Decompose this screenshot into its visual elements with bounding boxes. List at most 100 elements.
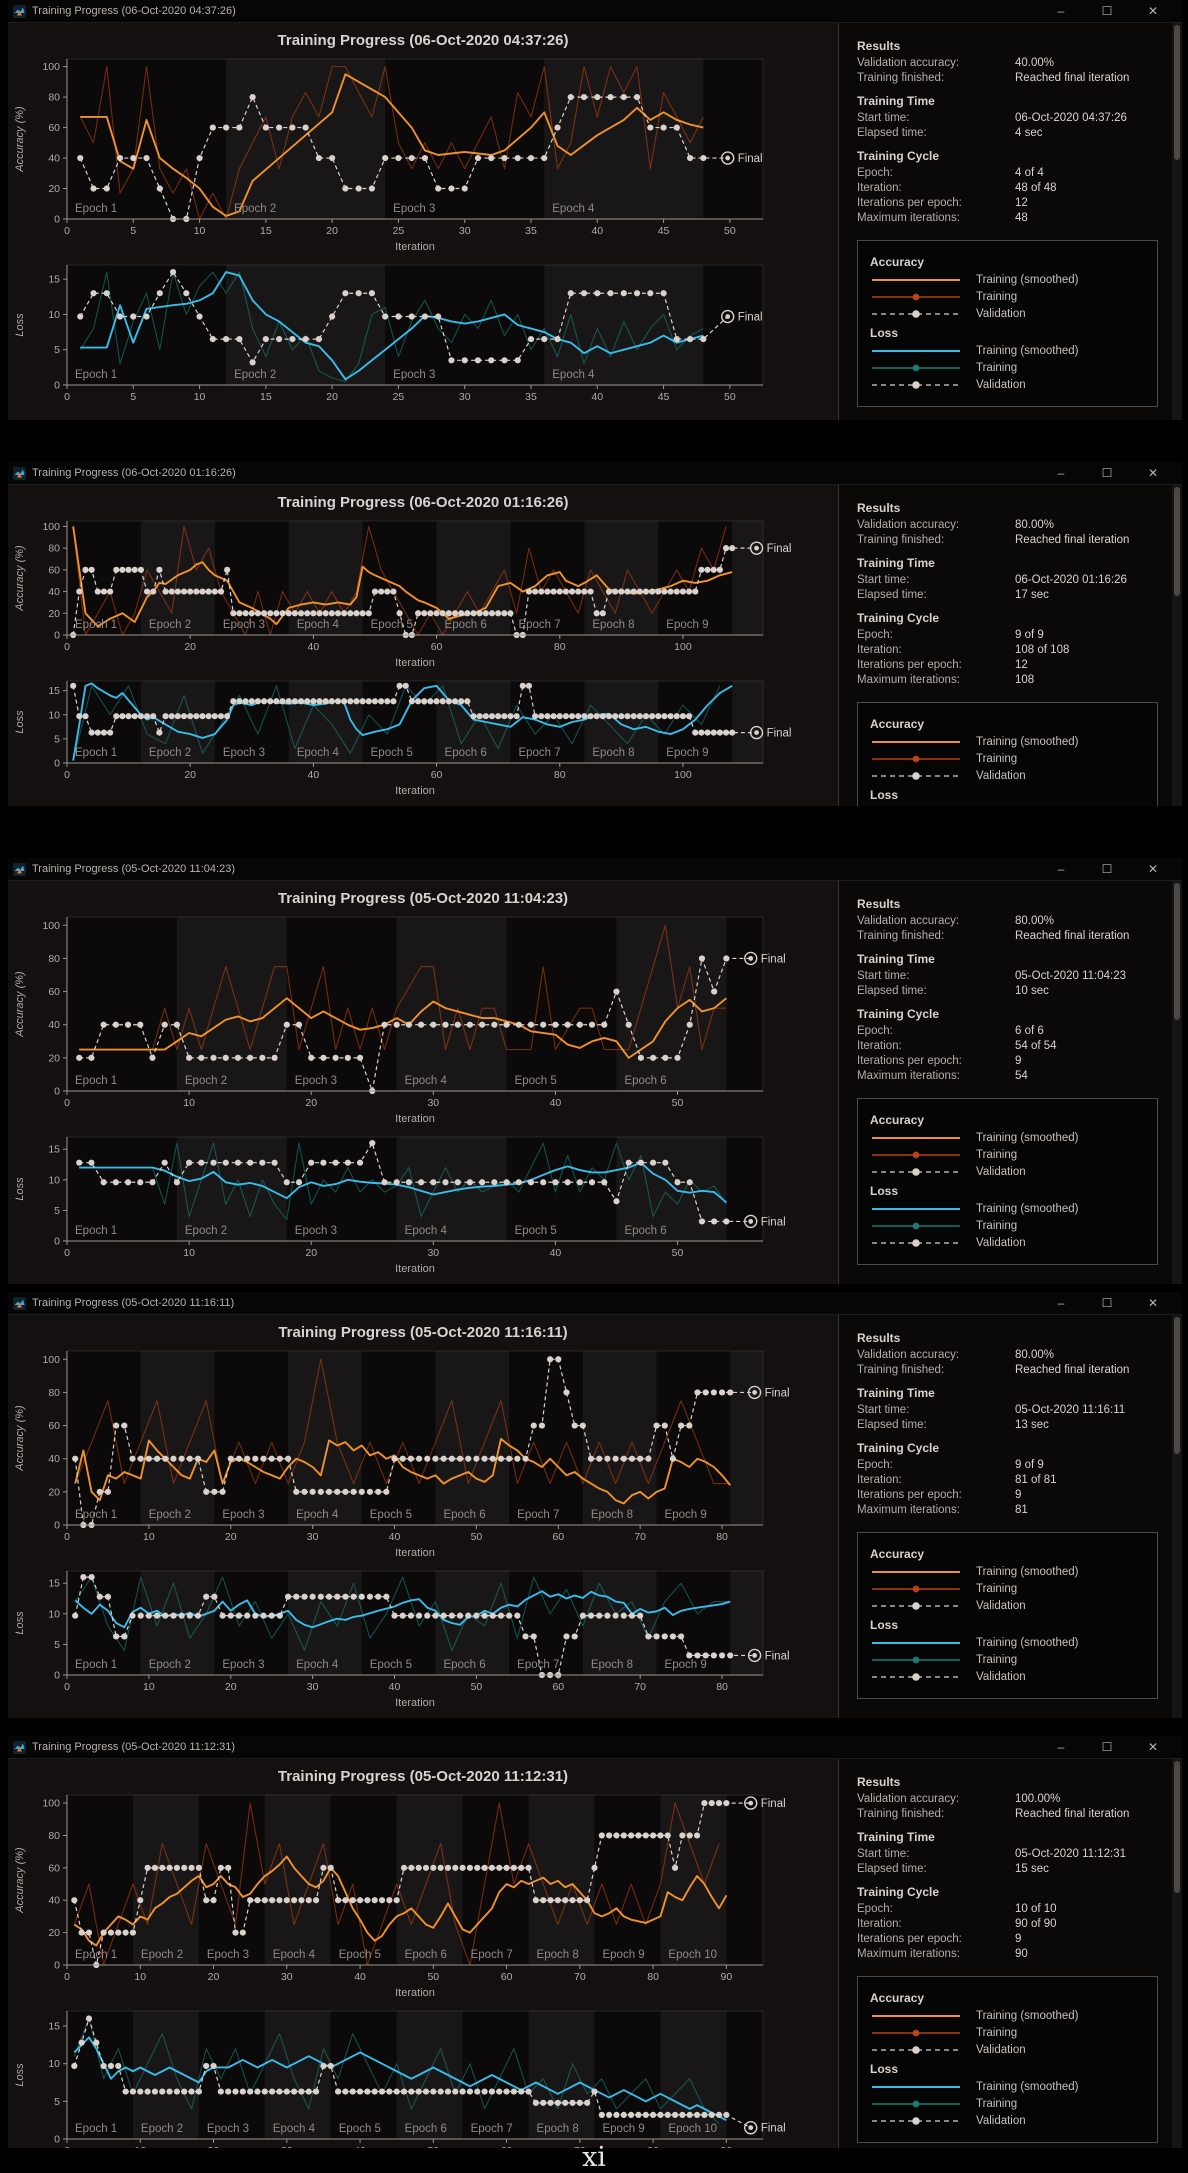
legend-validation-line-sample (872, 772, 960, 780)
sidebar-row-start-time: Start time: 06-Oct-2020 04:37:26 (857, 112, 1158, 124)
close-button[interactable]: ✕ (1147, 1740, 1159, 1754)
scrollbar-thumb[interactable] (1174, 1761, 1180, 1894)
matlab-icon (13, 1296, 26, 1310)
maximize-button[interactable]: ☐ (1101, 1740, 1113, 1754)
maximize-button[interactable]: ☐ (1101, 4, 1113, 18)
svg-text:Epoch 2: Epoch 2 (185, 1075, 227, 1087)
maximize-button[interactable]: ☐ (1101, 466, 1113, 480)
legend-entry-validation: Validation (870, 308, 1145, 320)
svg-text:Epoch 8: Epoch 8 (592, 747, 634, 759)
maximize-button[interactable]: ☐ (1101, 862, 1113, 876)
svg-text:Iteration: Iteration (395, 1697, 435, 1709)
training-finished-value: Reached final iteration (1015, 72, 1130, 84)
svg-text:Epoch 6: Epoch 6 (445, 619, 487, 631)
scrollbar-thumb[interactable] (1174, 25, 1180, 160)
svg-text:40: 40 (389, 1531, 401, 1543)
window-scrollbar[interactable] (1172, 23, 1182, 420)
iterations-per-epoch-label: Iterations per epoch: (857, 1055, 962, 1067)
window-titlebar[interactable]: Training Progress (05-Oct-2020 11:12:31)… (8, 1736, 1182, 1759)
svg-text:5: 5 (54, 733, 60, 745)
scrollbar-thumb[interactable] (1174, 1317, 1180, 1455)
close-button[interactable]: ✕ (1147, 862, 1159, 876)
svg-text:0: 0 (54, 1670, 60, 1682)
svg-text:Iteration: Iteration (395, 785, 435, 797)
legend-raw-line-sample (872, 1222, 960, 1230)
svg-text:Epoch 2: Epoch 2 (185, 1225, 227, 1237)
maximum-iterations-label: Maximum iterations: (857, 1948, 960, 1960)
svg-text:0: 0 (54, 2134, 60, 2146)
svg-text:40: 40 (48, 1895, 60, 1907)
svg-text:Final: Final (761, 1798, 786, 1810)
svg-text:30: 30 (459, 391, 471, 403)
window-scrollbar[interactable] (1172, 1315, 1182, 1718)
minimize-button[interactable]: – (1057, 862, 1065, 876)
loss-chart: Final 0 10 20 30 40 50 60 70 80 0 5 10 15 Epoch 1 Epoch… (14, 1570, 790, 1709)
svg-text:20: 20 (48, 183, 60, 195)
svg-text:Epoch 6: Epoch 6 (443, 1659, 485, 1671)
minimize-button[interactable]: – (1057, 4, 1065, 18)
sidebar-row-epoch: Epoch: 10 of 10 (857, 1903, 1158, 1915)
validation-accuracy-value: 80.00% (1015, 1349, 1055, 1361)
svg-text:Iteration: Iteration (395, 1113, 435, 1125)
svg-text:Epoch 4: Epoch 4 (273, 2123, 316, 2135)
sidebar-row-iterations-per-epoch: Iterations per epoch: 9 (857, 1489, 1158, 1501)
svg-text:20: 20 (208, 2145, 220, 2148)
svg-text:50: 50 (724, 391, 736, 403)
window-titlebar[interactable]: Training Progress (05-Oct-2020 11:16:11)… (8, 1292, 1182, 1315)
matlab-icon (13, 466, 26, 480)
iteration-value: 108 of 108 (1015, 644, 1070, 656)
svg-text:Epoch 7: Epoch 7 (517, 1509, 559, 1521)
svg-text:Epoch 5: Epoch 5 (371, 619, 413, 631)
svg-text:Iteration: Iteration (395, 1987, 435, 1999)
svg-text:100: 100 (674, 641, 692, 653)
info-sidebar: Results Validation accuracy: 80.00% Trainin… (838, 1315, 1172, 1718)
svg-text:0: 0 (54, 1960, 60, 1972)
iterations-per-epoch-label: Iterations per epoch: (857, 197, 962, 209)
validation-accuracy-value: 80.00% (1015, 519, 1055, 531)
window-body: Training Progress (06-Oct-2020 01:16:26)… (8, 485, 1182, 806)
legend-entry-smoothed: Training (smoothed) (870, 345, 1145, 357)
svg-text:80: 80 (48, 1830, 60, 1842)
window-scrollbar[interactable] (1172, 485, 1182, 806)
svg-text:Epoch 7: Epoch 7 (471, 1949, 513, 1961)
window-titlebar[interactable]: Training Progress (05-Oct-2020 11:04:23)… (8, 858, 1182, 881)
svg-text:15: 15 (48, 685, 60, 697)
iterations-per-epoch-label: Iterations per epoch: (857, 1933, 962, 1945)
results-section-title: Results (857, 39, 901, 53)
window-title: Training Progress (05-Oct-2020 11:04:23) (32, 863, 235, 875)
epoch-value: 10 of 10 (1015, 1903, 1057, 1915)
close-button[interactable]: ✕ (1147, 4, 1159, 18)
scrollbar-thumb[interactable] (1174, 487, 1180, 597)
maximum-iterations-label: Maximum iterations: (857, 1070, 960, 1082)
svg-text:0: 0 (64, 2145, 70, 2148)
window-scrollbar[interactable] (1172, 881, 1182, 1284)
window-titlebar[interactable]: Training Progress (06-Oct-2020 04:37:26)… (8, 0, 1182, 23)
sidebar-row-epoch: Epoch: 6 of 6 (857, 1025, 1158, 1037)
svg-text:50: 50 (672, 1097, 684, 1109)
svg-text:Epoch 1: Epoch 1 (75, 203, 117, 215)
window-scrollbar[interactable] (1172, 1759, 1182, 2148)
close-button[interactable]: ✕ (1147, 466, 1159, 480)
svg-text:Epoch 1: Epoch 1 (75, 2123, 117, 2135)
svg-text:Epoch 9: Epoch 9 (602, 1949, 644, 1961)
svg-text:30: 30 (307, 1531, 319, 1543)
legend-panel: Accuracy Training (smoothed) Training Valid… (857, 1976, 1158, 2143)
minimize-button[interactable]: – (1057, 1740, 1065, 1754)
svg-text:0: 0 (64, 641, 70, 653)
scrollbar-thumb[interactable] (1174, 883, 1180, 1021)
sidebar-row-validation-accuracy: Validation accuracy: 80.00% (857, 519, 1158, 531)
svg-text:Epoch 1: Epoch 1 (75, 619, 117, 631)
svg-text:20: 20 (305, 1097, 317, 1109)
close-button[interactable]: ✕ (1147, 1296, 1159, 1310)
window-titlebar[interactable]: Training Progress (06-Oct-2020 01:16:26)… (8, 462, 1182, 485)
minimize-button[interactable]: – (1057, 466, 1065, 480)
svg-text:0: 0 (54, 1520, 60, 1532)
iterations-per-epoch-label: Iterations per epoch: (857, 659, 962, 671)
elapsed-time-value: 17 sec (1015, 589, 1049, 601)
svg-text:Epoch 5: Epoch 5 (339, 2123, 381, 2135)
svg-text:20: 20 (208, 1971, 220, 1983)
window-controls: – ☐ ✕ (1038, 462, 1176, 484)
legend-entry-validation: Validation (870, 379, 1145, 391)
minimize-button[interactable]: – (1057, 1296, 1065, 1310)
maximize-button[interactable]: ☐ (1101, 1296, 1113, 1310)
